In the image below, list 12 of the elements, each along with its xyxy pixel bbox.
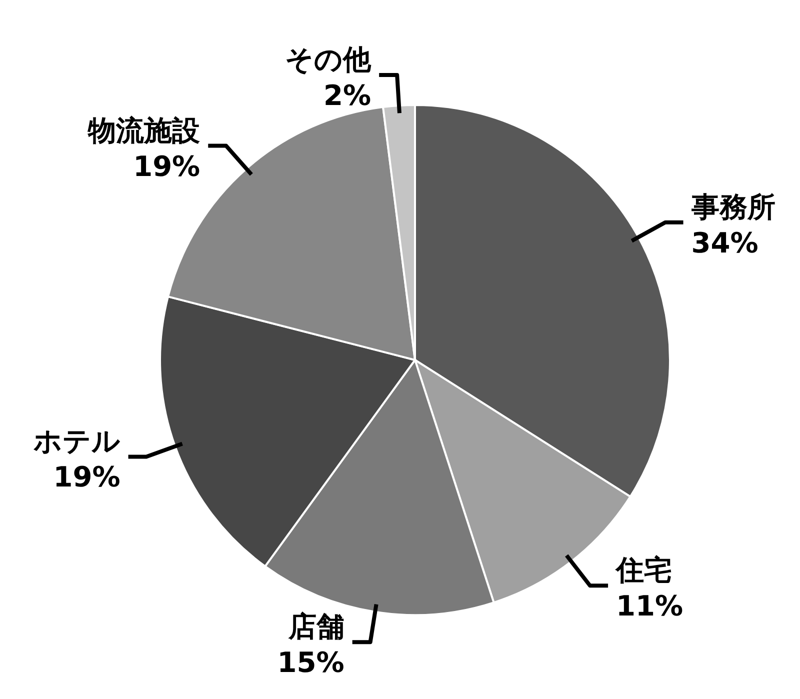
data-label: 2% [324, 78, 372, 112]
data-label: 34% [691, 226, 758, 260]
slice-label: その他 [285, 42, 372, 76]
data-label: 11% [616, 590, 684, 623]
slice-label: ホテル [33, 424, 120, 458]
data-label: 19% [133, 150, 200, 183]
data-label: 15% [277, 646, 344, 680]
slice-label: 事務所 [690, 190, 776, 224]
slice-label: 店舗 [287, 610, 344, 644]
slice-label: 物流施設 [87, 114, 200, 147]
slice-label: 住宅 [614, 554, 672, 587]
data-label: 19% [53, 460, 120, 494]
